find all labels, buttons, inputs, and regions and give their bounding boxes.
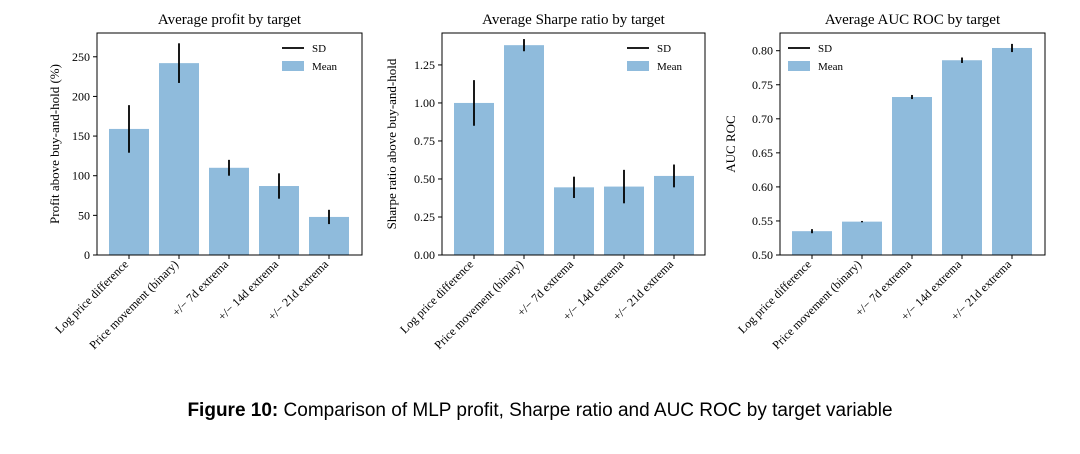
legend-mean-swatch — [627, 61, 649, 71]
bar-4 — [942, 60, 982, 256]
bar-3 — [554, 187, 594, 255]
chart-panel-1: Average profit by target 0 50 100 150 200 250 P… — [47, 12, 363, 352]
y-tick-label: 100 — [72, 169, 90, 183]
y-tick-label: 0.70 — [752, 112, 773, 126]
y-tick-label: 0 — [84, 248, 90, 262]
y-axis-label: Sharpe ratio above buy-and-hold — [384, 58, 399, 229]
y-axis-label: Profit above buy-and-hold (%) — [47, 64, 62, 224]
y-tick-label: 1.00 — [414, 96, 435, 110]
chart-panel-2: Average Sharpe ratio by target 0.00 0.25 0.… — [384, 12, 706, 352]
y-tick-label: 0.75 — [414, 134, 435, 148]
y-tick-label: 0.80 — [752, 44, 773, 58]
legend-mean-label: Mean — [657, 61, 683, 73]
x-tick-label: Price movement (binary) — [86, 257, 181, 352]
bar-5 — [654, 175, 694, 255]
y-axis-label: AUC ROC — [723, 115, 738, 172]
bar-1 — [792, 231, 832, 255]
y-tick-label: 0.00 — [414, 248, 435, 262]
caption-text: Comparison of MLP profit, Sharpe ratio a… — [283, 400, 893, 421]
y-tick-label: 50 — [78, 208, 90, 222]
y-tick-label: 0.65 — [752, 146, 773, 160]
y-tick-label: 250 — [72, 50, 90, 64]
bar-2 — [159, 63, 199, 255]
bar-2 — [504, 45, 544, 255]
y-tick-label: 0.55 — [752, 214, 773, 228]
figure-caption: Figure 10: Comparison of MLP profit, Sha… — [0, 400, 1080, 422]
y-tick-label: 0.60 — [752, 180, 773, 194]
bar-2 — [842, 221, 882, 255]
y-tick-label: 0.25 — [414, 210, 435, 224]
bar-3 — [892, 97, 932, 255]
chart-title: Average AUC ROC by target — [825, 12, 1001, 28]
x-tick-label: Price movement (binary) — [769, 257, 864, 352]
legend-sd-label: SD — [657, 43, 671, 55]
y-tick-label: 200 — [72, 89, 90, 103]
legend-mean-swatch — [282, 61, 304, 71]
legend-sd-label: SD — [312, 43, 326, 55]
chart-title: Average Sharpe ratio by target — [482, 12, 666, 28]
x-tick-label: Price movement (binary) — [431, 257, 526, 352]
y-tick-label: 0.50 — [414, 172, 435, 186]
legend-mean-swatch — [788, 61, 810, 71]
y-tick-label: 1.25 — [414, 58, 435, 72]
y-tick-label: 0.50 — [752, 248, 773, 262]
legend-mean-label: Mean — [818, 61, 844, 73]
y-tick-label: 150 — [72, 129, 90, 143]
bar-1 — [454, 102, 494, 255]
caption-label: Figure 10: — [187, 400, 279, 421]
bar-3 — [209, 167, 249, 255]
legend-sd-label: SD — [818, 43, 832, 55]
legend-mean-label: Mean — [312, 61, 338, 73]
chart-panel-3: Average AUC ROC by target 0.50 0.55 0.60 0.6… — [723, 12, 1046, 352]
y-tick-label: 0.75 — [752, 78, 773, 92]
bar-5 — [992, 47, 1032, 255]
chart-title: Average profit by target — [158, 12, 302, 28]
